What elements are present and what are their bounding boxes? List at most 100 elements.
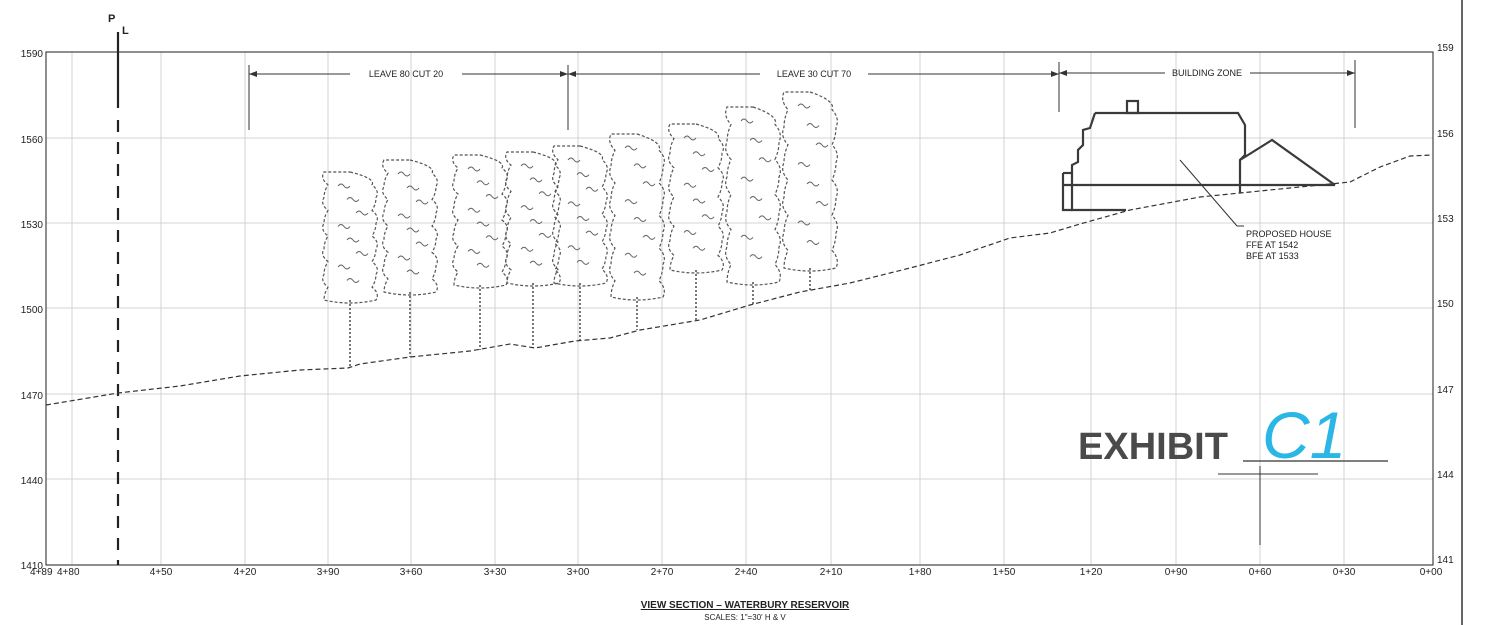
tree-foliage-mark <box>585 230 599 236</box>
elev-label-left: 1590 <box>21 49 44 60</box>
tree-foliage-mark <box>797 103 811 109</box>
tree-foliage-mark <box>397 255 411 261</box>
station-label: 1+50 <box>993 567 1016 578</box>
zone-label: LEAVE 80 CUT 20 <box>369 69 443 79</box>
ground-profile <box>45 154 1433 406</box>
house-callout-line: BFE AT 1533 <box>1246 251 1299 261</box>
tree-foliage-mark <box>346 237 360 243</box>
tree-foliage-mark <box>797 162 811 167</box>
tree-foliage-mark <box>337 183 351 189</box>
elev-label-right: 150 <box>1437 299 1454 310</box>
tree-foliage-mark <box>406 227 420 233</box>
tree-foliage-mark <box>633 217 647 222</box>
elev-label-left: 1500 <box>21 305 44 316</box>
tree-foliage-mark <box>576 172 590 178</box>
drawing-subtitle: SCALES: 1"=30' H & V <box>704 613 786 622</box>
station-label: 2+10 <box>820 567 843 578</box>
tree-foliage-mark <box>749 254 763 260</box>
tree-foliage-mark <box>683 230 697 235</box>
tree-foliage-mark <box>520 246 534 252</box>
tree-canopy <box>322 171 378 304</box>
tree-foliage-mark <box>758 215 772 221</box>
tree-foliage-mark <box>642 181 656 187</box>
tree-foliage-mark <box>576 259 590 265</box>
tree-foliage-mark <box>815 142 829 148</box>
tree-foliage-mark <box>567 245 581 251</box>
station-label: 4+50 <box>150 567 173 578</box>
tree-foliage-mark <box>415 199 429 205</box>
tree <box>505 151 561 348</box>
plot-frame <box>45 51 1434 566</box>
exhibit-stamp: EXHIBIT C1 <box>1078 398 1388 545</box>
tree-foliage-mark <box>642 234 656 240</box>
elev-label-right: 153 <box>1437 214 1454 225</box>
tree-foliage-mark <box>397 171 411 177</box>
tree-foliage-mark <box>701 214 715 220</box>
house-callout-line: PROPOSED HOUSE <box>1246 229 1332 239</box>
tree-foliage-mark <box>567 157 581 163</box>
tree-canopy <box>382 159 438 296</box>
station-label: 3+90 <box>317 567 340 578</box>
house-callout-line: FFE AT 1542 <box>1246 240 1298 250</box>
tree-foliage-mark <box>406 269 420 275</box>
zone-label: LEAVE 30 CUT 70 <box>777 69 851 79</box>
station-label: 3+60 <box>400 567 423 578</box>
station-label: 0+00 <box>1420 567 1443 578</box>
station-label: 2+40 <box>735 567 758 578</box>
tree-foliage-mark <box>567 201 581 207</box>
tree-foliage-mark <box>529 219 543 224</box>
tree-foliage-mark <box>538 232 552 238</box>
left-elevation-axis: 1590 1560 1530 1500 1470 1440 1410 <box>21 49 44 572</box>
station-label: 4+80 <box>57 567 80 578</box>
elev-label-left: 1440 <box>21 476 44 487</box>
tree-foliage-mark <box>467 207 481 213</box>
tree-canopy <box>668 123 724 274</box>
tree-foliage-mark <box>529 260 543 266</box>
tree-foliage-mark <box>797 220 811 226</box>
elev-label-left: 1470 <box>21 391 44 402</box>
tree-foliage-mark <box>337 264 351 270</box>
tree-foliage-mark <box>624 199 638 205</box>
tree <box>382 159 438 357</box>
tree-foliage-mark <box>692 245 706 251</box>
tree-canopy <box>552 145 608 287</box>
tree-foliage-mark <box>740 176 754 182</box>
tree-foliage-mark <box>815 201 829 206</box>
station-label: 0+90 <box>1165 567 1188 578</box>
tree-foliage-mark <box>415 241 429 247</box>
tree-foliage-mark <box>576 216 590 221</box>
tree-foliage-mark <box>485 194 499 199</box>
tree-foliage-mark <box>806 181 820 187</box>
property-line-label-l: L <box>122 25 129 37</box>
tree-foliage-mark <box>740 234 754 240</box>
property-line-label-p: P <box>108 13 115 25</box>
station-label: 1+80 <box>909 567 932 578</box>
station-label: 0+60 <box>1249 567 1272 578</box>
tree <box>725 106 781 305</box>
tree-foliage-mark <box>749 137 763 143</box>
tree-foliage-mark <box>520 163 534 169</box>
elev-label-left: 1530 <box>21 220 44 231</box>
station-label: 3+30 <box>484 567 507 578</box>
tree <box>552 145 608 341</box>
tree-foliage-mark <box>529 177 543 183</box>
tree-foliage-mark <box>692 151 706 157</box>
tree-foliage-mark <box>467 249 481 254</box>
tree-foliage-mark <box>520 205 534 211</box>
station-label: 0+30 <box>1333 567 1356 578</box>
tree-foliage-mark <box>758 157 772 163</box>
tree-canopy <box>505 151 561 287</box>
grid <box>46 52 1433 565</box>
tree-foliage-mark <box>476 221 490 227</box>
tree-foliage-mark <box>355 251 369 256</box>
tree-foliage-mark <box>701 167 715 172</box>
tree-foliage-mark <box>485 235 499 241</box>
tree-foliage-mark <box>624 145 638 151</box>
drawing-title: VIEW SECTION – WATERBURY RESERVOIR <box>641 600 850 611</box>
exhibit-label: EXHIBIT <box>1078 426 1228 468</box>
station-label: 1+20 <box>1080 567 1103 578</box>
station-label: 4+89 <box>30 567 53 578</box>
tree-foliage-mark <box>806 123 820 128</box>
property-line: P L <box>108 13 129 565</box>
